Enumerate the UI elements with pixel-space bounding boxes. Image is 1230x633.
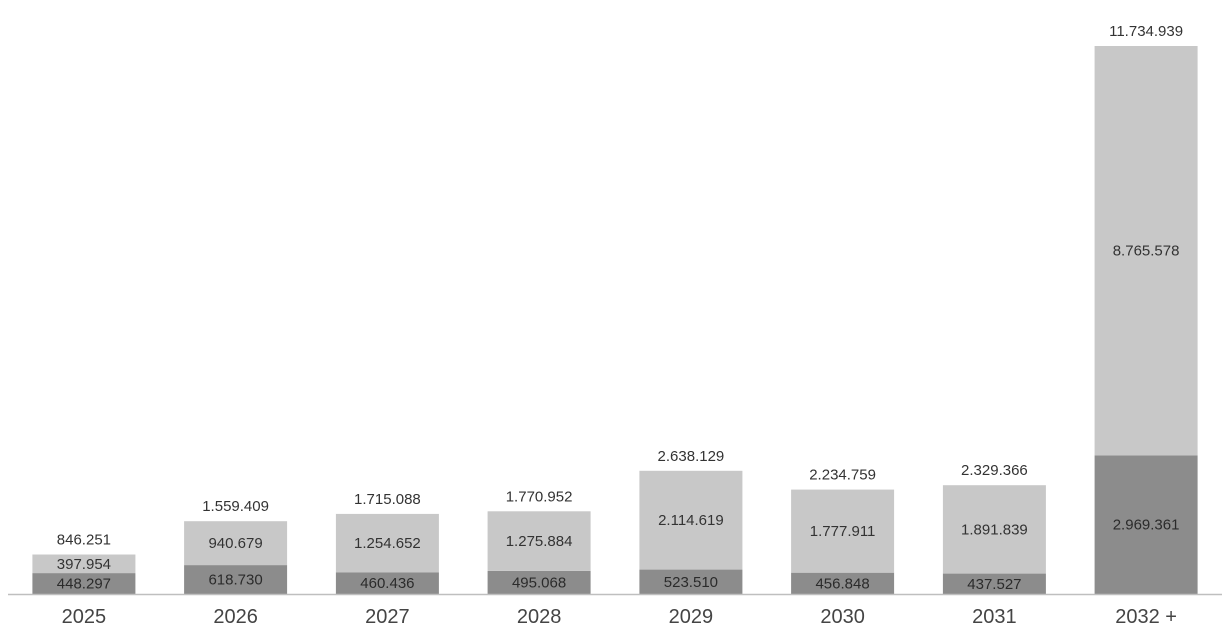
bar-segment-lower-2032-plus	[1094, 455, 1198, 594]
category-labels-layer: 2025 2026 2027 2028 2029 2030 2031 2032 +	[62, 606, 1177, 628]
total-value-label: 2.329.366	[961, 462, 1028, 479]
bar-segment-upper-2028	[487, 511, 591, 571]
segment-value-label: 437.527	[967, 576, 1021, 593]
segment-value-label: 2.114.619	[658, 512, 724, 529]
segment-value-label: 397.954	[57, 556, 111, 573]
bar-segment-lower-2031	[942, 573, 1046, 594]
segment-value-label: 448.297	[57, 576, 111, 593]
segment-value-label: 523.510	[664, 574, 718, 591]
segment-value-label: 495.068	[512, 574, 566, 591]
x-tick-label: 2026	[213, 606, 258, 628]
x-tick-label: 2027	[365, 606, 410, 628]
total-value-label: 11.734.939	[1109, 23, 1183, 40]
total-value-label: 2.638.129	[658, 448, 725, 465]
segment-value-label: 1.891.839	[961, 521, 1028, 538]
total-value-label: 1.715.088	[354, 491, 421, 508]
bars-layer	[32, 46, 1198, 594]
x-tick-label: 2025	[62, 606, 107, 628]
bar-segment-upper-2025	[32, 554, 136, 574]
x-tick-label: 2028	[517, 606, 562, 628]
bar-segment-upper-2026	[184, 521, 288, 566]
segment-value-label: 940.679	[208, 535, 262, 552]
bar-segment-upper-2027	[335, 513, 439, 573]
total-value-label: 1.770.952	[506, 488, 573, 505]
bar-segment-upper-2031	[942, 485, 1046, 574]
segment-value-label: 2.969.361	[1113, 517, 1180, 534]
bar-segment-lower-2025	[32, 573, 136, 594]
segment-value-label: 460.436	[360, 575, 414, 592]
total-value-label: 846.251	[57, 532, 111, 549]
segment-value-label: 8.765.578	[1113, 243, 1180, 260]
segment-value-label: 456.848	[815, 575, 869, 592]
bar-segment-upper-2029	[639, 470, 743, 570]
bar-segment-lower-2030	[791, 572, 895, 594]
x-tick-label: 2032 +	[1115, 606, 1177, 628]
bar-segment-upper-2030	[791, 489, 895, 573]
segment-value-label: 618.730	[208, 572, 262, 589]
segment-value-label: 1.777.911	[810, 523, 876, 540]
bar-segment-lower-2029	[639, 569, 743, 594]
bar-segment-lower-2028	[487, 570, 591, 594]
segment-value-label: 1.275.884	[506, 533, 573, 550]
labels-layer: 448.297 397.954 846.251 618.730 940.679 1.559…	[57, 23, 1183, 593]
x-tick-label: 2030	[820, 606, 865, 628]
bar-segment-lower-2027	[335, 572, 439, 594]
x-tick-label: 2029	[669, 606, 714, 628]
x-tick-label: 2031	[972, 606, 1017, 628]
bar-segment-lower-2026	[184, 565, 288, 594]
bar-segment-upper-2032-plus	[1094, 46, 1198, 456]
total-value-label: 2.234.759	[809, 467, 876, 484]
segment-value-label: 1.254.652	[354, 535, 421, 552]
total-value-label: 1.559.409	[202, 498, 269, 515]
